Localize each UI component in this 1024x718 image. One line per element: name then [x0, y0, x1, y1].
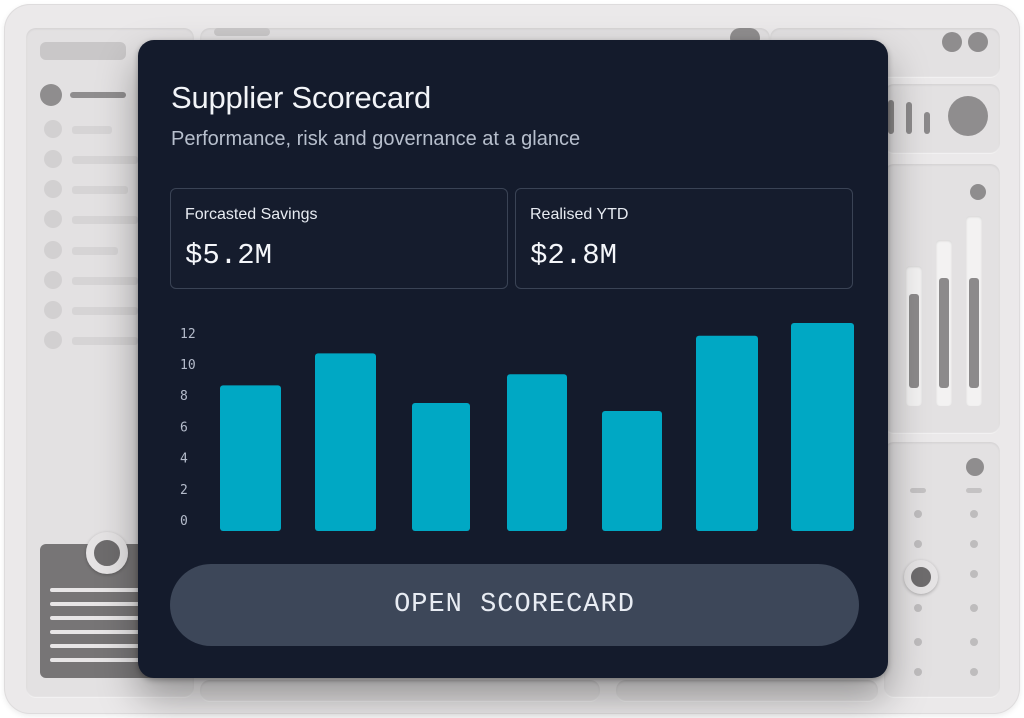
background-avatar-dot — [40, 84, 62, 106]
background-nav-dot — [44, 301, 62, 319]
stat-value: $5.2M — [185, 239, 273, 272]
background-indicator-dot — [966, 458, 984, 476]
background-small-dot — [914, 604, 922, 612]
y-tick-label: 2 — [180, 483, 188, 498]
y-tick-label: 6 — [180, 420, 188, 435]
chart-bar — [696, 335, 758, 531]
background-nav-line — [72, 156, 138, 164]
chart-bar — [315, 353, 376, 531]
background-short-line — [910, 488, 926, 493]
chart-bar — [507, 374, 567, 531]
stat-value: $2.8M — [530, 239, 618, 272]
background-nav-line — [72, 126, 112, 134]
y-tick-label: 4 — [180, 452, 188, 467]
background-bottom-panel — [200, 680, 600, 702]
chart-bar — [412, 403, 470, 531]
background-ring-knob — [904, 560, 938, 594]
background-small-dot — [970, 638, 978, 646]
background-right-bottom-panel — [884, 442, 1000, 698]
background-nav-dot — [44, 331, 62, 349]
background-nav-dot — [44, 241, 62, 259]
background-nav-line — [72, 186, 128, 194]
background-indicator-dot — [970, 184, 986, 200]
background-nav-line — [70, 92, 126, 98]
background-nav-dot — [44, 210, 62, 228]
background-top-pill — [214, 28, 270, 36]
background-bottom-right-panel — [616, 680, 878, 702]
bar-chart-svg: 0 2 4 6 8 10 12 — [180, 323, 854, 531]
background-logo-pill — [40, 42, 126, 60]
supplier-scorecard-card: Supplier Scorecard Performance, risk and… — [138, 40, 888, 678]
background-nav-dot — [44, 150, 62, 168]
stat-forecasted-savings: Forcasted Savings $5.2M — [170, 188, 508, 289]
background-small-dot — [914, 540, 922, 548]
open-scorecard-button[interactable]: OPEN SCORECARD — [170, 564, 859, 646]
background-small-dot — [914, 638, 922, 646]
card-subtitle: Performance, risk and governance at a gl… — [171, 128, 581, 150]
y-tick-label: 8 — [180, 389, 188, 404]
background-small-dot — [914, 668, 922, 676]
background-small-dot — [970, 668, 978, 676]
background-doc-ring — [86, 532, 128, 574]
background-meter-bar — [939, 278, 949, 388]
background-small-dot — [914, 510, 922, 518]
background-meter-bar — [909, 294, 919, 388]
chart-bar — [220, 385, 281, 531]
background-knob — [948, 96, 988, 136]
background-small-dot — [970, 604, 978, 612]
background-nav-dot — [44, 120, 62, 138]
background-nav-line — [72, 247, 118, 255]
y-tick-label: 10 — [180, 358, 196, 373]
background-small-dot — [970, 510, 978, 518]
background-nav-dot — [44, 271, 62, 289]
y-tick-label: 0 — [180, 514, 188, 529]
background-nav-line — [72, 337, 138, 345]
background-nav-dot — [44, 180, 62, 198]
background-nav-line — [72, 216, 138, 224]
background-nav-line — [72, 277, 138, 285]
background-small-dot — [970, 570, 978, 578]
background-meter-bar — [969, 278, 979, 388]
background-nav-line — [72, 307, 138, 315]
background-window-dot — [968, 32, 988, 52]
background-small-dot — [970, 540, 978, 548]
bar-chart: 0 2 4 6 8 10 12 — [170, 320, 860, 540]
chart-bar — [791, 323, 854, 531]
stat-realised-ytd: Realised YTD $2.8M — [515, 188, 853, 289]
background-window-dot — [942, 32, 962, 52]
background-mini-bar — [906, 102, 912, 134]
stat-label: Forcasted Savings — [185, 206, 318, 223]
chart-bar — [602, 411, 662, 531]
background-mini-bar — [924, 112, 930, 134]
stat-label: Realised YTD — [530, 206, 629, 223]
background-mini-bar — [888, 100, 894, 134]
background-short-line — [966, 488, 982, 493]
card-title: Supplier Scorecard — [171, 80, 432, 115]
y-tick-label: 12 — [180, 327, 196, 342]
